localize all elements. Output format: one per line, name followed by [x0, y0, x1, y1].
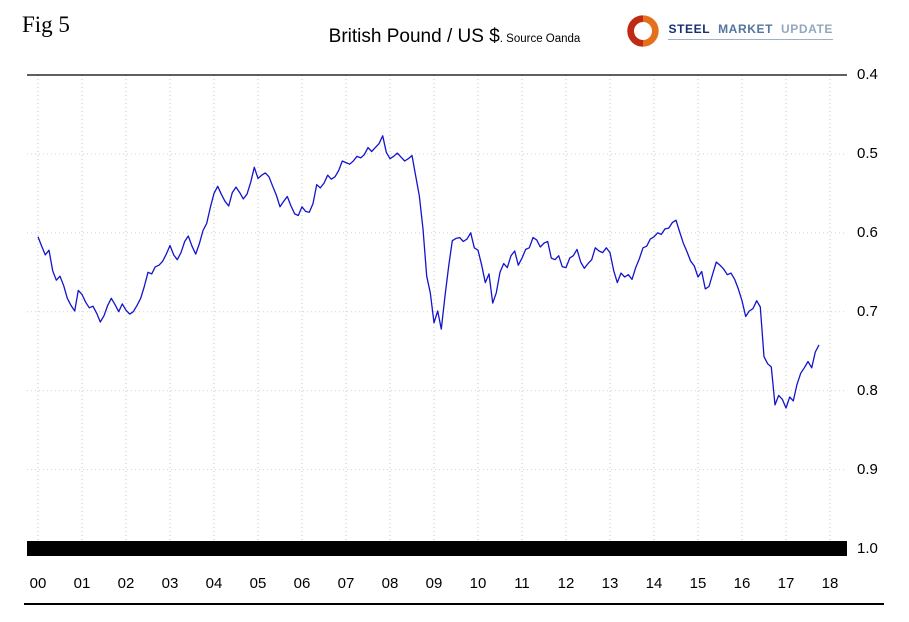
x-tick-label: 10	[469, 575, 487, 592]
source-note: . Source Oanda	[499, 33, 581, 45]
logo-word-market: MARKET	[718, 22, 774, 36]
chart-title: British Pound / US $. Source Oanda	[60, 26, 849, 48]
x-tick-label: 05	[249, 575, 267, 592]
x-tick-label: 02	[117, 575, 135, 592]
logo-word-update: UPDATE	[780, 22, 833, 36]
x-tick-label: 01	[73, 575, 91, 592]
x-tick-label: 14	[645, 575, 663, 592]
x-tick-label: 00	[29, 575, 47, 592]
y-tick-label: 0.9	[857, 460, 878, 478]
x-tick-label: 13	[601, 575, 619, 592]
logo-word-steel: STEEL	[668, 22, 711, 36]
y-tick-label: 0.4	[857, 66, 878, 83]
smu-logo: STEEL MARKET UPDATE	[624, 12, 833, 50]
x-tick-label: 11	[514, 575, 530, 592]
y-tick-label: 0.6	[857, 223, 878, 241]
x-tick-label: 04	[205, 575, 223, 592]
smu-logo-text: STEEL MARKET UPDATE	[668, 22, 833, 40]
x-tick-label: 16	[733, 575, 751, 592]
x-tick-label: 09	[425, 575, 443, 592]
y-tick-label: 1.0	[857, 539, 878, 557]
x-tick-label: 06	[293, 575, 311, 592]
chart-title-text: British Pound / US $	[328, 26, 500, 47]
figure-label: Fig 5	[22, 12, 70, 37]
y-tick-label: 0.8	[857, 381, 878, 399]
x-tick-label: 07	[337, 575, 355, 592]
x-tick-label: 18	[821, 575, 839, 592]
x-tick-label: 08	[381, 575, 399, 592]
x-tick-label: 03	[161, 575, 179, 592]
x-tick-label: 12	[557, 575, 575, 592]
y-tick-label: 0.5	[857, 144, 878, 162]
x-tick-label: 15	[689, 575, 707, 592]
smu-coil-icon	[627, 15, 660, 47]
y-tick-label: 0.7	[857, 302, 878, 320]
x-tick-label: 17	[777, 575, 795, 592]
